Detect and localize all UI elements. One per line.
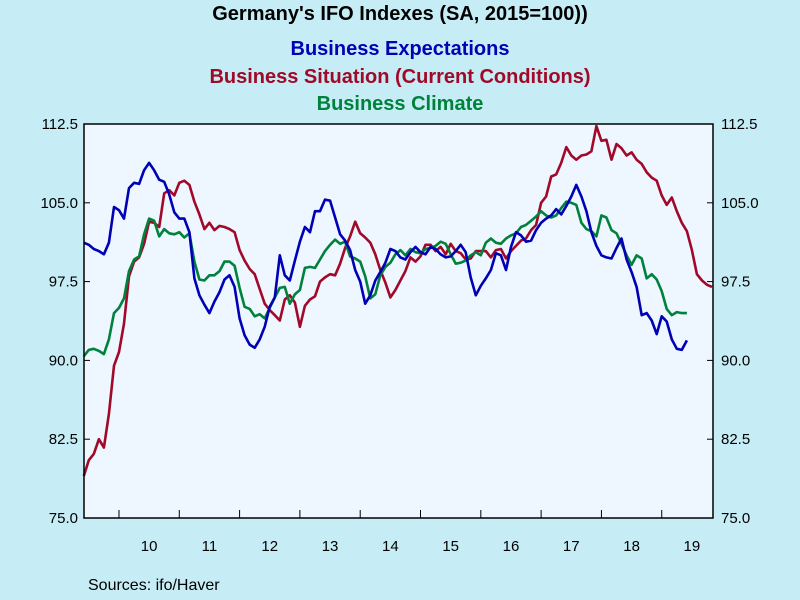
x-tick-label-18: 18 [623, 538, 640, 555]
y-tick-label-right: 97.5 [721, 274, 750, 291]
x-tick-label-14: 14 [382, 538, 399, 555]
legend-business-situation: Business Situation (Current Conditions) [209, 66, 591, 88]
y-tick-label-left: 112.5 [42, 116, 78, 133]
x-tick-label-12: 12 [261, 538, 278, 555]
y-tick-label-right: 90.0 [721, 352, 750, 369]
y-tick-label-left: 105.0 [40, 195, 78, 212]
chart-title: Germany's IFO Indexes (SA, 2015=100)) [212, 3, 588, 25]
x-tick-label-16: 16 [503, 538, 520, 555]
y-tick-label-right: 75.0 [721, 510, 750, 527]
y-tick-label-right: 112.5 [721, 116, 757, 133]
x-tick-label-13: 13 [322, 538, 339, 555]
x-tick-label-15: 15 [442, 538, 459, 555]
series-layer [82, 124, 713, 477]
x-tick-label-19: 19 [684, 538, 701, 555]
x-tick-label-17: 17 [563, 538, 580, 555]
y-tick-label-right: 105.0 [721, 195, 759, 212]
legend-business-climate: Business Climate [316, 93, 484, 115]
series-line-business-situation-current-conditions [82, 124, 713, 477]
legend-business-expectations: Business Expectations [290, 38, 510, 60]
y-tick-label-right: 82.5 [721, 431, 750, 448]
axis-layer: 75.0 75.0 82.5 82.5 90.0 90.0 97.5 97.5 105.0 105… [40, 116, 758, 555]
source-note: Sources: ifo/Haver [88, 577, 220, 594]
y-tick-label-left: 82.5 [49, 431, 78, 448]
x-tick-label-10: 10 [141, 538, 158, 555]
plot-area [84, 124, 713, 518]
y-tick-label-left: 97.5 [49, 274, 78, 291]
x-tick-label-11: 11 [202, 538, 218, 555]
y-tick-label-left: 75.0 [49, 510, 78, 527]
series-line-business-expectations [83, 161, 689, 352]
plot-frame [83, 123, 714, 519]
y-tick-label-left: 90.0 [49, 352, 78, 369]
series-line-business-climate [82, 200, 687, 358]
